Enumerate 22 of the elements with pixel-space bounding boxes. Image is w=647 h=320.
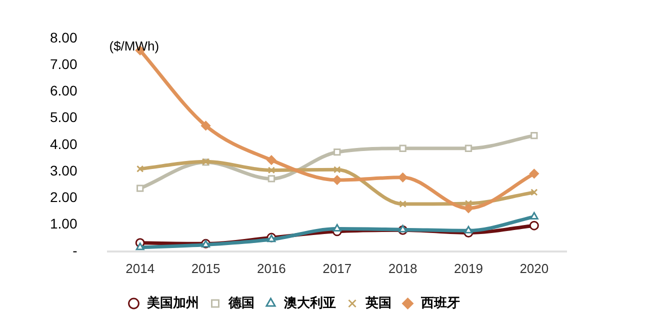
y-tick-label: 2.00 — [50, 189, 78, 206]
legend-label: 澳大利亚 — [282, 295, 336, 310]
x-tick-label: 2016 — [256, 260, 286, 276]
x-tick-label: 2017 — [322, 260, 352, 276]
legend-label: 德国 — [227, 295, 254, 310]
x-tick-label: 2018 — [388, 260, 418, 276]
y-tick-label: 4.00 — [50, 136, 78, 152]
y-tick-label: - — [72, 242, 78, 258]
legend-label: 西班牙 — [420, 295, 460, 310]
y-tick-label: 8.00 — [50, 29, 78, 46]
y-tick-label: 3.00 — [50, 162, 78, 178]
x-tick-label: 2015 — [191, 260, 220, 276]
x-tick-label: 2020 — [520, 260, 549, 276]
legend-label: 美国加州 — [146, 295, 199, 310]
x-tick-label: 2014 — [126, 260, 155, 276]
legend-label: 英国 — [364, 295, 392, 310]
x-tick-label: 2019 — [454, 260, 483, 276]
y-axis-title: ($/MWh) — [109, 38, 160, 54]
y-tick-label: 5.00 — [50, 109, 78, 126]
y-tick-label: 7.00 — [50, 56, 78, 72]
y-tick-label: 1.00 — [50, 216, 78, 232]
y-tick-label: 6.00 — [50, 82, 78, 99]
